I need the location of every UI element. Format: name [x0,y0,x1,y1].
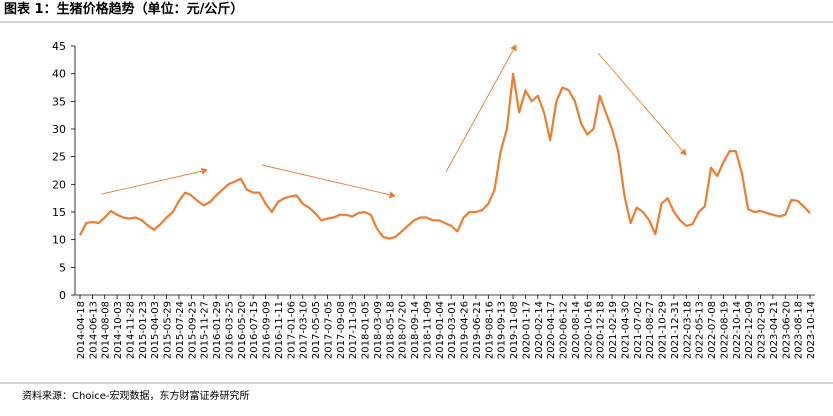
x-tick-label: 2023-10-14 [806,301,817,359]
x-tick-label: 2019-03-01 [447,301,458,359]
price-line [79,72,811,240]
x-tick-label: 2022-08-19 [719,301,730,359]
x-tick-label: 2015-09-25 [187,301,198,359]
x-tick-label: 2016-01-29 [212,301,223,359]
x-tick-label: 2018-07-20 [398,301,409,359]
y-tick-label: 35 [52,95,66,108]
x-tick-label: 2021-02-19 [608,301,619,359]
x-tick-label: 2020-10-16 [583,301,594,359]
y-tick-label: 40 [52,68,66,81]
x-tick-label: 2022-12-09 [744,301,755,359]
x-tick-label: 2014-08-08 [101,301,112,359]
x-tick-label: 2016-07-15 [249,301,260,359]
x-tick-label: 2022-05-13 [695,301,706,359]
x-tick-label: 2022-10-14 [732,301,743,359]
x-tick-label: 2015-04-03 [150,301,161,359]
x-tick-label: 2019-06-21 [472,301,483,359]
x-tick-label: 2017-05-05 [311,301,322,359]
x-tick-label: 2017-07-05 [323,301,334,359]
x-tick-label: 2023-06-20 [781,301,792,359]
y-tick-label: 0 [59,289,66,302]
x-tick-label: 2019-08-16 [484,301,495,359]
x-tick-label: 2021-07-02 [633,301,644,359]
x-tick-label: 2018-05-18 [385,301,396,359]
x-tick-label: 2023-02-03 [757,301,768,359]
x-tick-label: 2018-09-14 [410,301,421,359]
x-tick-label: 2020-01-17 [521,301,532,359]
y-tick-label: 45 [52,40,66,53]
x-tick-label: 2019-01-04 [435,301,446,359]
x-tick-label: 2016-11-11 [274,301,285,359]
x-tick-label: 2020-04-17 [546,301,557,359]
x-tick-label: 2022-03-18 [682,301,693,359]
x-tick-label: 2015-11-27 [200,301,211,359]
x-tick-label: 2015-07-24 [175,301,186,359]
x-tick-label: 2017-01-06 [286,301,297,359]
x-tick-label: 2017-03-10 [299,301,310,359]
source: 资料来源：Choice-宏观数据，东方财富证券研究所 [22,389,249,402]
x-tick-label: 2017-09-08 [336,301,347,359]
x-tick-label: 2019-09-13 [497,301,508,359]
x-tick-label: 2014-04-18 [76,301,87,359]
x-tick-label: 2014-11-28 [125,301,136,359]
y-tick-label: 10 [52,234,66,247]
y-tick-label: 30 [52,123,66,136]
x-tick-label: 2014-10-03 [113,301,124,359]
x-tick-label: 2021-10-29 [658,301,669,359]
y-tick-label: 15 [52,206,66,219]
x-tick-label: 2023-04-21 [769,301,780,359]
y-tick-label: 20 [52,178,66,191]
chart-title: 图表 1：生猪价格趋势（单位：元/公斤） [4,1,243,17]
x-tick-label: 2021-04-30 [620,301,631,359]
trend-arrows [101,44,687,199]
x-tick-label: 2015-05-29 [163,301,174,359]
x-tick-label: 2014-06-13 [88,301,99,359]
x-tick-label: 2020-06-12 [559,301,570,359]
x-tick-label: 2016-09-09 [262,301,273,359]
x-tick-label: 2018-11-09 [422,301,433,359]
x-tick-label: 2019-11-08 [509,301,520,359]
y-tick-label: 25 [52,151,66,164]
x-tick-label: 2023-08-18 [794,301,805,359]
x-tick-label: 2019-04-26 [460,301,471,359]
x-tick-label: 2018-01-05 [361,301,372,359]
x-tick-label: 2020-08-14 [571,301,582,359]
x-tick-label: 2016-03-25 [224,301,235,359]
x-tick-label: 2020-02-14 [534,301,545,359]
x-tick-label: 2021-08-27 [645,301,656,359]
x-tick-label: 2015-01-23 [138,301,149,359]
x-tick-label: 2016-05-20 [237,301,248,359]
x-tick-label: 2022-07-08 [707,301,718,359]
y-tick-label: 5 [59,261,66,274]
x-tick-label: 2018-03-09 [373,301,384,359]
x-tick-label: 2020-12-18 [596,301,607,359]
x-tick-label: 2017-11-03 [348,301,359,359]
x-tick-label: 2021-12-31 [670,301,681,359]
